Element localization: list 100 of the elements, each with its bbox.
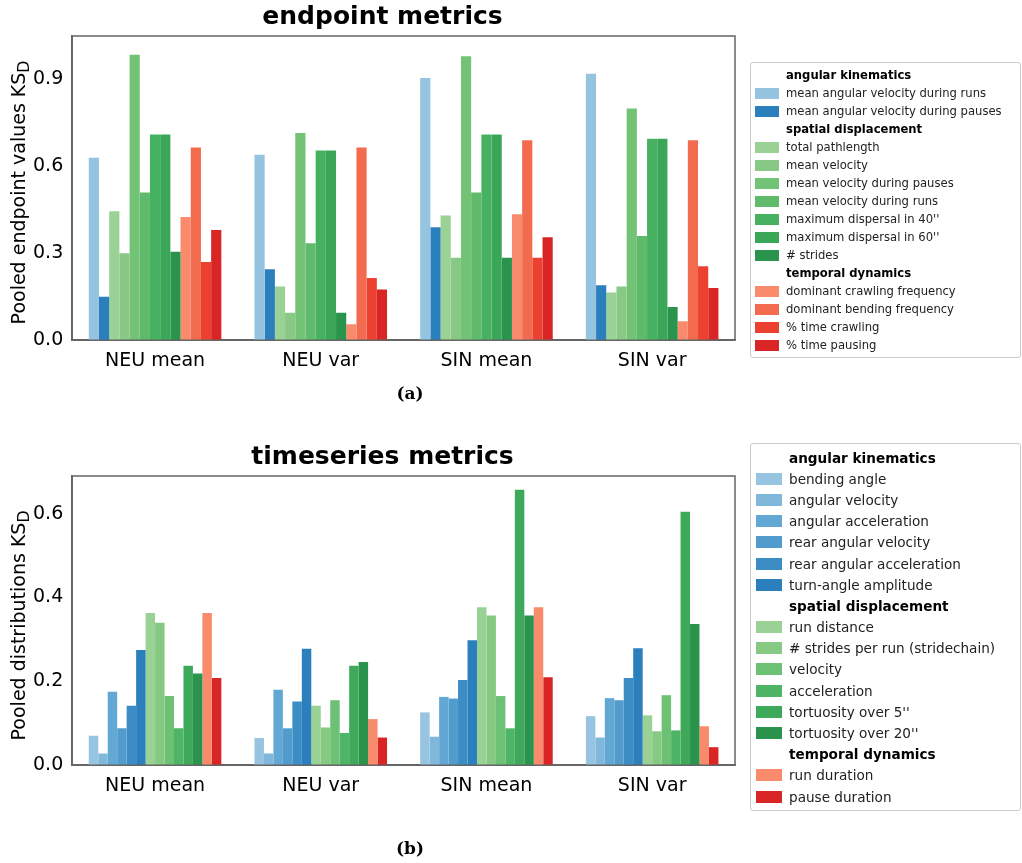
bar bbox=[524, 615, 534, 766]
bar bbox=[98, 296, 110, 341]
bar bbox=[358, 662, 369, 766]
bar bbox=[657, 138, 668, 341]
bar bbox=[522, 140, 533, 341]
legend-label: % time crawling bbox=[786, 320, 880, 334]
bar bbox=[596, 285, 607, 341]
bar bbox=[661, 695, 672, 766]
legend-label: rear angular velocity bbox=[789, 534, 931, 551]
bar bbox=[420, 712, 430, 766]
bar bbox=[129, 54, 140, 341]
legend-label: run duration bbox=[789, 767, 874, 784]
bar bbox=[295, 133, 306, 341]
y-tick-label: 0.0 bbox=[33, 752, 64, 775]
bar bbox=[211, 230, 222, 341]
bar bbox=[155, 622, 165, 766]
legend-label: tortuosity over 20'' bbox=[789, 725, 919, 742]
bar bbox=[274, 286, 286, 341]
y-tick-label: 0.6 bbox=[33, 500, 64, 523]
bar bbox=[190, 147, 201, 341]
text: temporal dynamics bbox=[786, 266, 912, 280]
bar bbox=[126, 705, 137, 766]
bar bbox=[315, 150, 326, 341]
y-tick-label: 0.6 bbox=[33, 153, 64, 176]
bar bbox=[543, 677, 553, 766]
x-tick-label: NEU mean bbox=[105, 772, 206, 795]
bar bbox=[604, 698, 615, 766]
bar bbox=[514, 489, 525, 766]
legend-label: velocity bbox=[789, 661, 843, 678]
bar bbox=[491, 134, 502, 341]
bar bbox=[174, 728, 184, 766]
bar bbox=[606, 292, 617, 341]
bar bbox=[339, 732, 350, 766]
bar bbox=[699, 726, 709, 766]
bar bbox=[505, 728, 515, 766]
bar bbox=[471, 192, 482, 341]
bar bbox=[585, 73, 597, 341]
text: (b) bbox=[396, 838, 424, 858]
bar bbox=[119, 253, 130, 341]
legend-label: pause duration bbox=[789, 788, 892, 805]
bar bbox=[98, 753, 108, 766]
text: (a) bbox=[396, 383, 424, 403]
legend-label: # strides per run (stridechain) bbox=[789, 640, 996, 657]
bar bbox=[476, 607, 487, 766]
bar bbox=[368, 719, 378, 766]
legend-label: turn-angle amplitude bbox=[789, 576, 933, 593]
bar bbox=[88, 735, 99, 766]
bar bbox=[192, 673, 203, 766]
legend-label: dominant crawling frequency bbox=[786, 284, 956, 298]
x-tick-label: NEU var bbox=[282, 347, 360, 370]
legend-label: dominant bending frequency bbox=[786, 302, 954, 316]
y-tick-label: 0.0 bbox=[33, 327, 64, 350]
bar bbox=[430, 227, 441, 341]
bar bbox=[511, 214, 523, 341]
bar bbox=[636, 235, 648, 341]
bar bbox=[458, 680, 468, 766]
bar bbox=[595, 737, 605, 766]
legend-label: maximum dispersal in 40'' bbox=[786, 212, 940, 226]
bar bbox=[145, 613, 156, 766]
legend-label: % time pausing bbox=[786, 338, 877, 352]
bar bbox=[614, 700, 624, 766]
bar bbox=[366, 277, 377, 341]
bar bbox=[687, 140, 699, 341]
bar bbox=[481, 134, 492, 341]
bar bbox=[495, 696, 506, 766]
bar bbox=[164, 696, 174, 766]
bar bbox=[420, 78, 431, 341]
text: angular kinematics bbox=[789, 449, 936, 466]
bar bbox=[254, 737, 264, 766]
bar bbox=[202, 613, 212, 766]
bar bbox=[623, 678, 634, 766]
bar bbox=[677, 321, 688, 341]
legend-label: total pathlength bbox=[786, 140, 880, 154]
bar bbox=[320, 727, 331, 766]
bar bbox=[88, 157, 99, 341]
bar bbox=[460, 56, 472, 341]
bar bbox=[642, 715, 653, 766]
legend-label: mean angular velocity during runs bbox=[786, 86, 987, 100]
bar bbox=[180, 217, 191, 341]
bar bbox=[616, 286, 627, 341]
legend-label: acceleration bbox=[789, 682, 873, 699]
bar bbox=[376, 289, 388, 341]
bar bbox=[440, 215, 451, 341]
bar bbox=[626, 108, 637, 341]
bar bbox=[698, 266, 709, 341]
legend-label: mean velocity during runs bbox=[786, 194, 939, 208]
bar bbox=[448, 698, 459, 766]
x-tick-label: NEU var bbox=[282, 772, 360, 795]
bar bbox=[139, 192, 150, 341]
bar bbox=[305, 243, 316, 341]
bar bbox=[467, 640, 477, 766]
x-tick-label: NEU mean bbox=[105, 347, 206, 370]
legend-label: # strides bbox=[786, 248, 839, 262]
bar bbox=[170, 251, 181, 341]
bar bbox=[671, 730, 681, 766]
legend-label: angular acceleration bbox=[789, 513, 929, 530]
legend-label: rear angular acceleration bbox=[789, 555, 961, 572]
bar bbox=[301, 648, 312, 766]
y-tick-label: 0.9 bbox=[33, 66, 64, 89]
bar bbox=[160, 134, 171, 341]
